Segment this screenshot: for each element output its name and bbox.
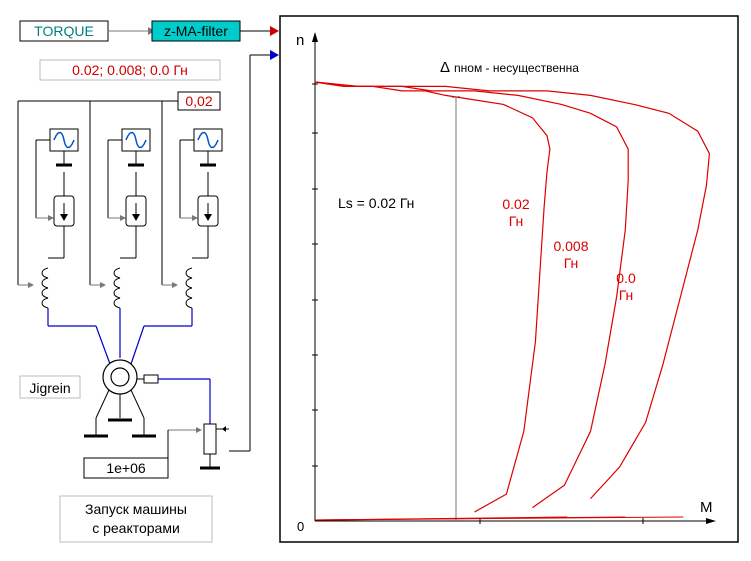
z-ma-filter-label: z-MA-filter <box>164 23 228 39</box>
curve-label-002-value: 0.02 <box>502 196 529 212</box>
caption-line-1: Запуск машины <box>85 501 187 517</box>
y-axis-label: n <box>296 32 304 49</box>
ls-param-label: 0,02 <box>185 93 212 109</box>
chart-frame <box>279 15 739 543</box>
constant-label: 1e+06 <box>106 460 146 476</box>
curve-label-0008-unit: Гн <box>564 255 579 271</box>
phase-branch-2 <box>90 128 151 340</box>
delta-symbol: Δ <box>440 59 450 76</box>
ls-values-label: 0.02; 0.008; 0.0 Гн <box>72 62 188 78</box>
phase-branch-3 <box>162 128 223 326</box>
machine-label: Jigrein <box>29 380 70 396</box>
ls-values-box <box>39 59 221 81</box>
curve-label-002-unit: Гн <box>509 213 524 229</box>
curve-label-00-value: 0.0 <box>616 270 636 286</box>
curve-series-1 <box>314 81 551 513</box>
x-axis-label: M <box>700 499 713 516</box>
induction-machine[interactable] <box>84 359 159 438</box>
red-input-arrow <box>270 26 279 36</box>
nominal-speed-annotation: nном - несущественна <box>454 61 579 75</box>
potentiometer[interactable] <box>203 423 217 455</box>
machine-label-box <box>19 375 81 399</box>
curve-series-3 <box>314 81 711 500</box>
phase-branch-1 <box>18 128 79 326</box>
curve-label-00-unit: Гн <box>619 287 634 303</box>
ls-annotation: Ls = 0.02 Гн <box>338 195 414 211</box>
caption-box <box>59 495 213 543</box>
origin-label: 0 <box>297 519 304 534</box>
speed-torque-curves <box>314 81 711 521</box>
chart-axes <box>312 32 716 524</box>
blue-input-arrow <box>270 50 279 60</box>
constant-block[interactable] <box>83 457 169 479</box>
curve-label-0008-value: 0.008 <box>553 238 588 254</box>
torque-label: TORQUE <box>34 23 94 39</box>
startup-baseline-3 <box>314 516 684 521</box>
caption-line-2: с реакторами <box>92 520 180 536</box>
